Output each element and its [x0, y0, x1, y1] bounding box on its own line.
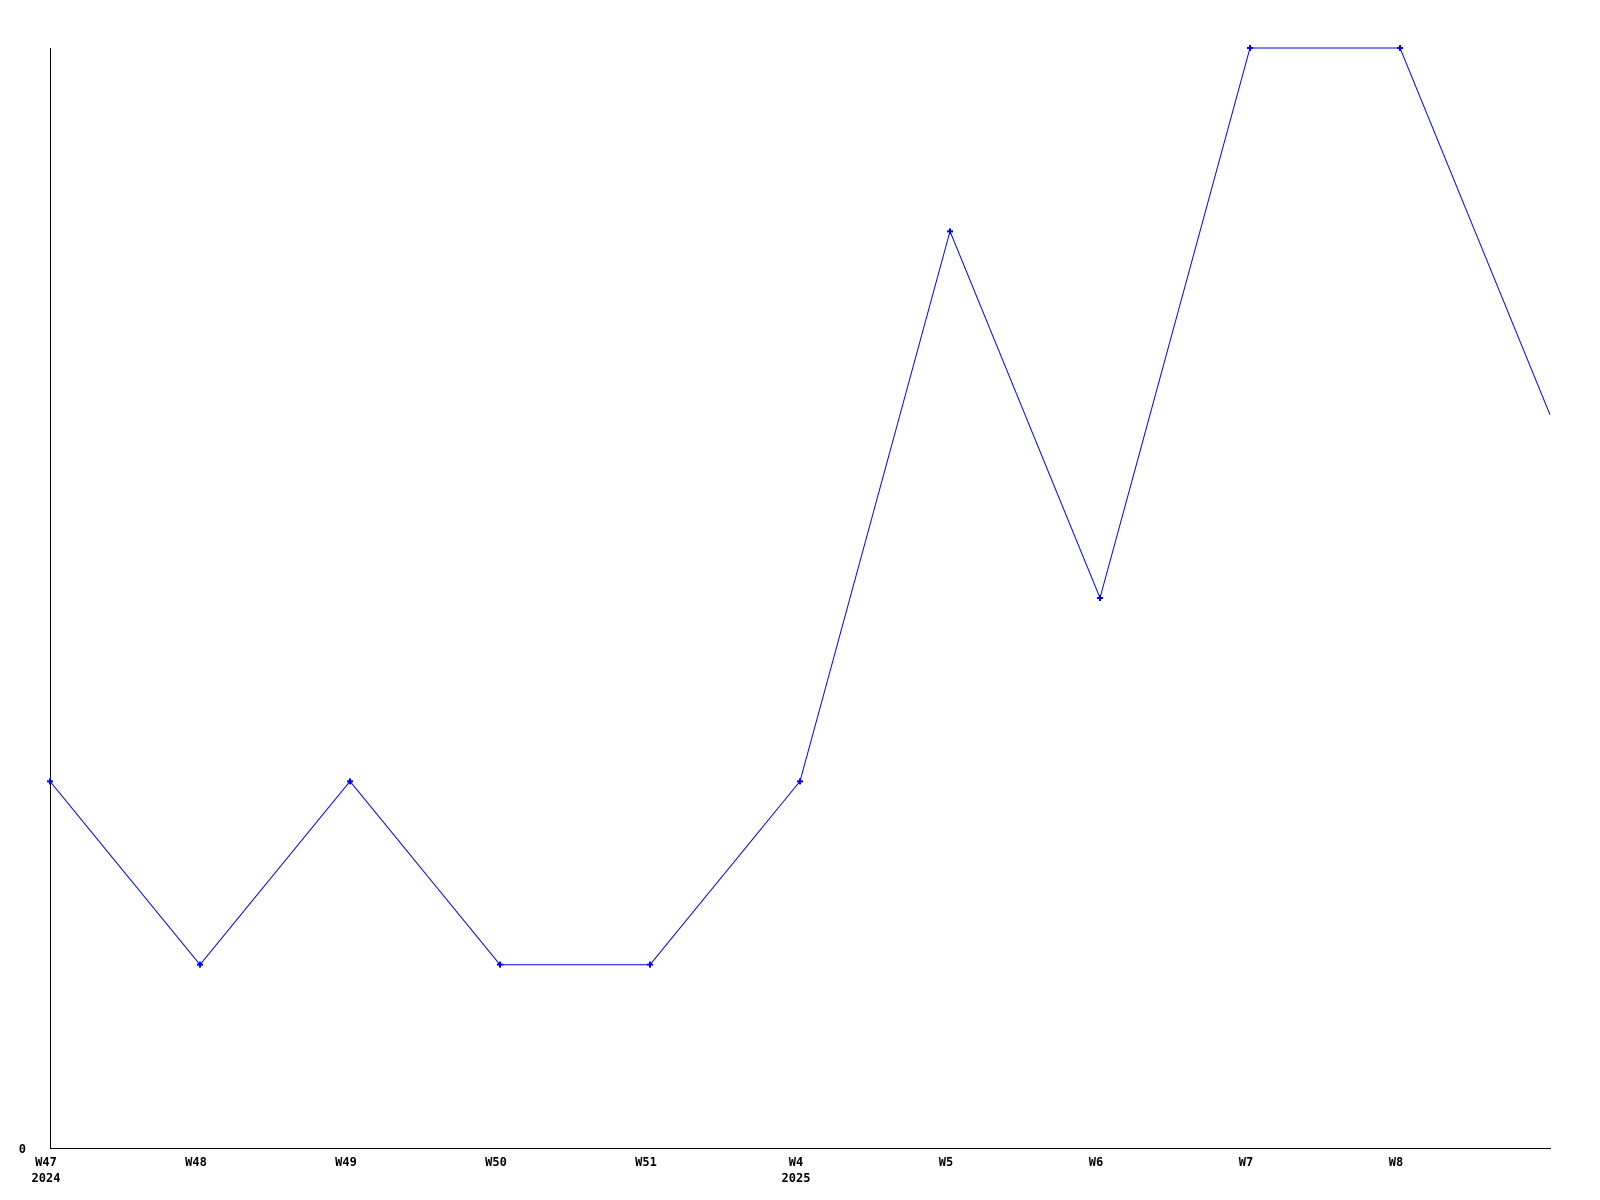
x-tick-label: W48: [185, 1155, 207, 1169]
data-point-marker: [797, 778, 803, 785]
x-tick-sublabel: 2025: [782, 1171, 811, 1185]
data-point-marker: [347, 778, 353, 785]
data-point-marker: [947, 228, 953, 235]
x-tick-label: W5: [939, 1155, 953, 1169]
data-line: [49, 47, 1551, 966]
x-tick-label: W7: [1239, 1155, 1253, 1169]
data-point-marker: [497, 961, 503, 968]
x-tick-label: W4: [789, 1155, 803, 1169]
x-tick-label: W49: [335, 1155, 357, 1169]
data-point-marker: [1097, 595, 1103, 601]
data-point-marker: [47, 778, 53, 785]
x-tick-label: W8: [1389, 1155, 1403, 1169]
data-point-marker: [647, 961, 653, 968]
x-tick-label: W47: [35, 1155, 57, 1169]
x-tick-label: W50: [485, 1155, 507, 1169]
y-tick-label: 0: [19, 1142, 26, 1156]
data-point-marker: [197, 961, 203, 968]
data-point-marker: [1247, 45, 1253, 51]
x-tick-sublabel: 2024: [32, 1171, 61, 1185]
x-tick-label: W6: [1089, 1155, 1103, 1169]
x-tick-label: W51: [635, 1155, 657, 1169]
data-point-marker: [1397, 45, 1403, 51]
